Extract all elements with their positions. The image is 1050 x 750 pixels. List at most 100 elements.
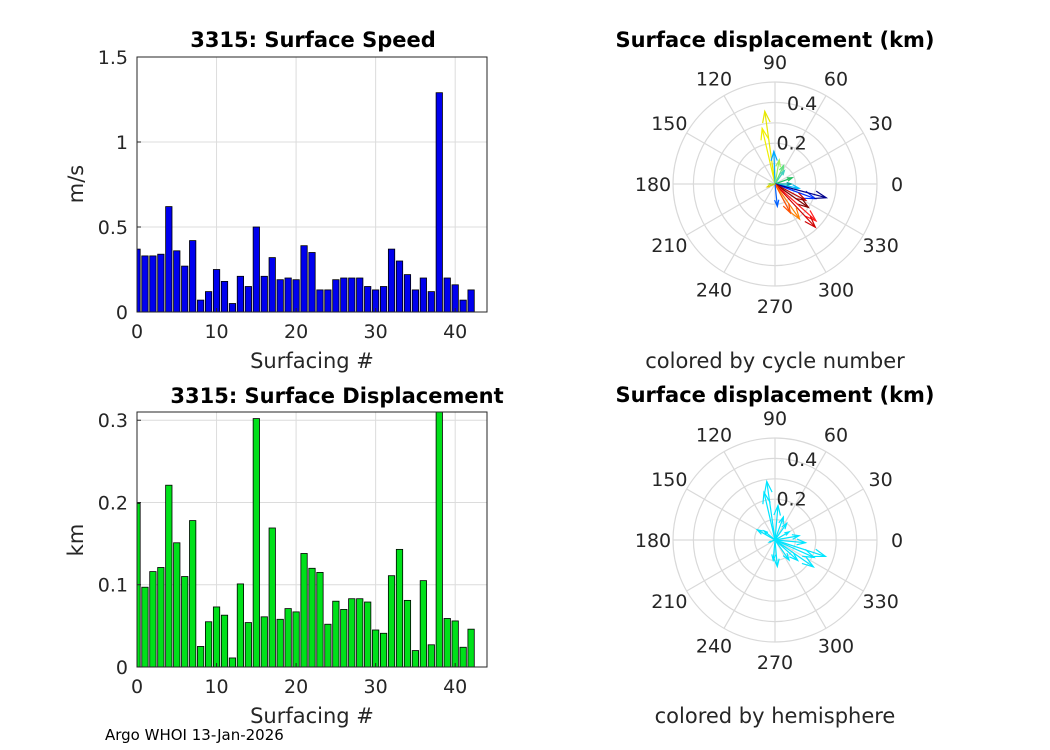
- displacement-arrow: [774, 534, 801, 541]
- x-tick-label: 10: [204, 321, 228, 343]
- bar: [316, 289, 324, 313]
- bar: [220, 280, 229, 313]
- angle-label: 210: [651, 235, 687, 257]
- bar: [236, 275, 244, 313]
- x-tick-label: 0: [131, 676, 143, 698]
- bar: [300, 245, 308, 313]
- angle-label: 210: [651, 591, 687, 613]
- angle-label: 330: [863, 235, 899, 257]
- displacement-arrow: [762, 109, 776, 185]
- displacement-arrow: [760, 126, 776, 185]
- angle-label: 60: [824, 68, 848, 90]
- bar: [220, 614, 229, 668]
- bar: [141, 586, 149, 668]
- bar: [443, 618, 451, 668]
- displacement-arrow: [762, 529, 776, 541]
- x-tick-label: 30: [364, 321, 388, 343]
- bar: [212, 606, 221, 668]
- bar: [284, 608, 292, 668]
- displacement-arrow: [774, 539, 800, 562]
- bar: [332, 279, 340, 313]
- displacement-bar-chart: 3315: Surface Displacement 0 10 20 30 40 0 0.1…: [64, 384, 504, 728]
- bar: [451, 620, 459, 668]
- polar-spoke: [723, 539, 776, 629]
- x-tick-label: 0: [131, 321, 143, 343]
- angle-label: 60: [824, 424, 848, 446]
- x-tick-label: 10: [204, 676, 228, 698]
- speed-x-axis-label: Surfacing #: [250, 349, 374, 373]
- angle-label: 300: [818, 636, 854, 658]
- bar: [268, 527, 276, 668]
- y-tick-label: 1: [116, 132, 128, 154]
- bar: [435, 411, 443, 668]
- polar-spoke: [686, 132, 776, 185]
- polar-hemisphere-title: Surface displacement (km): [615, 383, 934, 407]
- bar: [292, 279, 300, 313]
- polar-spoke: [723, 183, 776, 273]
- displacement-arrow: [774, 539, 828, 558]
- angle-label: 240: [696, 636, 732, 658]
- bar: [276, 279, 284, 313]
- bar: [427, 644, 435, 668]
- bar: [252, 226, 260, 313]
- displacement-arrow: [766, 182, 775, 186]
- bar: [403, 599, 412, 668]
- polar-cycle-title: Surface displacement (km): [615, 28, 934, 52]
- bar: [157, 253, 165, 313]
- displacement-arrow: [774, 183, 808, 202]
- displacement-arrow: [774, 539, 816, 559]
- x-tick-label: 40: [443, 321, 467, 343]
- displacement-arrow: [774, 183, 801, 221]
- bar: [173, 542, 181, 668]
- angle-label: 0: [891, 174, 903, 196]
- bar: [403, 274, 412, 313]
- bar: [356, 598, 364, 668]
- bar: [348, 598, 356, 668]
- displacement-arrow: [774, 169, 786, 185]
- polar-spoke: [774, 539, 827, 629]
- radial-tick-label: 0.2: [776, 133, 806, 155]
- bar: [236, 583, 244, 668]
- displacement-arrow: [774, 183, 818, 223]
- displacement-chart-title: 3315: Surface Displacement: [170, 384, 503, 408]
- displacement-arrow: [774, 521, 788, 541]
- footer-credit: Argo WHOI 13-Jan-2026: [105, 726, 284, 744]
- bar: [419, 580, 427, 668]
- bar: [228, 657, 237, 668]
- angle-label: 330: [863, 591, 899, 613]
- bar: [189, 240, 197, 313]
- bar: [467, 289, 475, 313]
- bar: [181, 265, 189, 313]
- bar: [149, 255, 157, 313]
- bar: [268, 257, 276, 313]
- displacement-arrow: [774, 183, 829, 200]
- bar: [244, 286, 252, 313]
- displacement-plot-frame: [136, 411, 488, 668]
- polar-spoke: [774, 539, 864, 592]
- polar-cycle-chart: Surface displacement (km) 0 30 60 90 120 150 1…: [615, 28, 934, 373]
- displacement-arrow: [773, 539, 780, 569]
- radial-tick-label: 0.2: [776, 489, 806, 511]
- bar: [189, 520, 197, 668]
- displacement-arrow: [770, 149, 778, 185]
- bar: [395, 548, 404, 668]
- bar: [411, 289, 419, 313]
- angle-label: 150: [651, 469, 687, 491]
- bar: [364, 286, 372, 313]
- angle-label: 0: [891, 530, 903, 552]
- y-tick-label: 0.2: [98, 492, 128, 514]
- bar: [308, 252, 316, 313]
- displacement-arrow: [774, 530, 791, 541]
- y-tick-label: 0.1: [98, 575, 128, 597]
- x-tick-label: 20: [284, 321, 308, 343]
- speed-plot-frame: [136, 56, 488, 313]
- angle-label: 30: [869, 113, 893, 135]
- bar: [212, 269, 221, 313]
- bar: [300, 553, 308, 668]
- bar: [181, 576, 189, 668]
- bar: [467, 628, 475, 668]
- bar: [324, 289, 332, 313]
- bar: [165, 484, 173, 668]
- bar: [197, 299, 205, 313]
- bar: [387, 575, 396, 668]
